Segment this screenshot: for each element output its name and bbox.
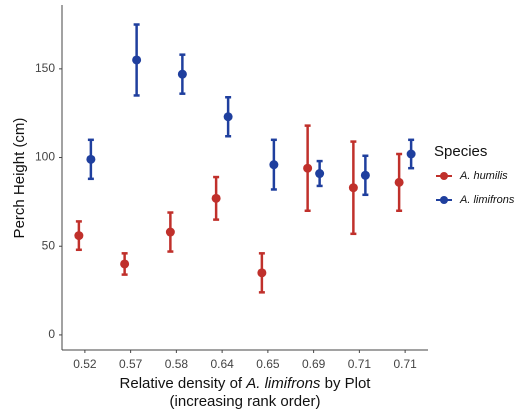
point	[86, 154, 96, 164]
x-axis-label: Relative density of A. limifrons by Plot	[120, 375, 372, 392]
point	[269, 160, 279, 170]
x-label-part: A. limifrons	[245, 375, 321, 392]
x-tick-label: 0.57	[119, 357, 143, 371]
legend-title: Species	[434, 143, 487, 160]
legend-label: A. limifrons	[459, 194, 515, 206]
x-tick-label: 0.52	[73, 357, 97, 371]
point	[394, 177, 404, 187]
y-tick-label: 0	[48, 327, 55, 341]
x-tick-label: 0.64	[210, 357, 234, 371]
point	[360, 170, 370, 180]
y-tick-label: 150	[35, 61, 55, 75]
y-tick-label: 50	[42, 238, 56, 252]
legend-marker	[440, 172, 448, 180]
point	[315, 169, 325, 179]
point	[223, 112, 233, 122]
point	[303, 163, 313, 173]
point	[165, 227, 175, 237]
point	[257, 268, 267, 278]
point	[74, 231, 84, 241]
point	[177, 69, 187, 79]
x-tick-label: 0.58	[165, 357, 189, 371]
point	[348, 183, 358, 193]
point	[406, 149, 416, 159]
y-axis-label: Perch Height (cm)	[11, 118, 28, 239]
x-label-part: Relative density of	[120, 375, 247, 392]
x-tick-label: 0.65	[256, 357, 280, 371]
legend-marker	[440, 196, 448, 204]
point	[132, 55, 142, 65]
x-axis-label: (increasing rank order)	[170, 393, 321, 410]
legend-label: A. humilis	[459, 170, 508, 182]
point	[120, 259, 130, 269]
x-tick-label: 0.69	[302, 357, 326, 371]
x-tick-label: 0.71	[348, 357, 372, 371]
point	[211, 193, 221, 203]
x-label-part: by Plot	[320, 375, 371, 392]
y-tick-label: 100	[35, 150, 55, 164]
x-tick-label: 0.71	[393, 357, 417, 371]
